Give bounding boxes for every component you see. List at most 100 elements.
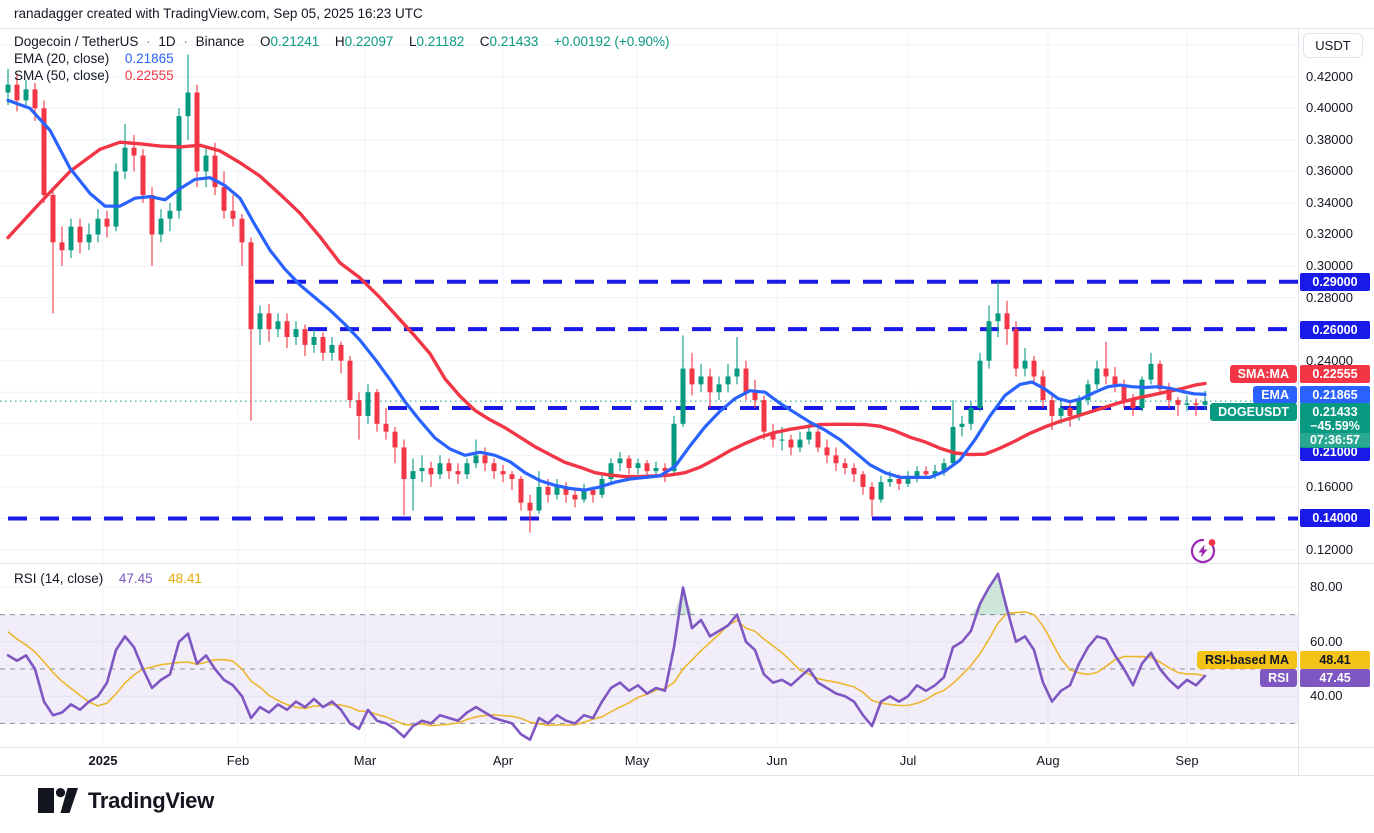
pane-divider[interactable] [0,563,1374,564]
symbol-legend[interactable]: Dogecoin / TetherUS · 1D · Binance O 0.21… [14,34,669,49]
candle-body [923,471,929,475]
sma-label[interactable]: SMA (50, close) [14,68,110,83]
ema-legend[interactable]: EMA (20, close) 0.21865 [14,51,174,66]
separator: · [146,34,151,49]
rsi-ma-name-tag: RSI-based MA [1196,651,1297,669]
candle-body [671,423,677,472]
price-tick-label: 0.38000 [1306,131,1353,147]
open-key: O [259,34,271,49]
candle-body [509,474,515,480]
candle-body [419,467,425,472]
low-key: L [408,34,417,49]
candle-body [104,218,110,227]
candle-body [653,467,659,472]
bar-countdown: 07:36:57 [1300,433,1370,447]
currency-button[interactable]: USDT [1303,33,1363,58]
candle-body [590,490,596,495]
candle-body [1067,408,1073,416]
price-tick-label: 0.28000 [1306,289,1353,305]
candle-body [185,92,191,117]
high-value: 0.22097 [344,34,394,49]
candle-body [545,486,551,495]
candle-body [410,471,416,480]
ema-name-tag: EMA [1253,386,1297,404]
candle-body [446,463,452,472]
candle-body [158,218,164,235]
candle-body [644,463,650,472]
price-tick-label: 0.36000 [1306,163,1353,179]
candle-body [266,313,272,330]
candle-body [365,392,371,416]
candle-body [968,408,974,424]
tradingview-logo-text: TradingView [88,788,214,813]
separator: · [183,34,188,49]
candle-body [788,439,794,448]
candle-body [743,368,749,393]
candle-body [527,502,533,511]
candle-body [437,463,443,475]
candle-body [536,486,542,511]
quick-action-lightning-icon[interactable] [1188,536,1218,566]
candle-body [320,337,326,353]
candle-body [68,226,74,251]
candle-body [59,242,65,251]
month-label: 2025 [88,753,118,768]
candle-body [392,431,398,448]
candle-body [176,116,182,211]
rsi-line[interactable] [6,572,1207,741]
candle-body [122,147,128,172]
candle-body [995,313,1001,322]
candle-body [284,321,290,338]
low-value: 0.21182 [416,34,465,49]
candle-body [86,234,92,243]
month-label: Jul [899,753,917,768]
candle-body [833,455,839,464]
candle-body [131,147,137,156]
candle-body [482,455,488,464]
level-price-tag: 0.26000 [1300,321,1370,339]
candle-body [203,155,209,172]
candle-body [248,242,254,330]
level-price-tag: 0.29000 [1300,273,1370,291]
candle-body [1202,401,1208,405]
candle-body [977,360,983,409]
candle-body [770,431,776,440]
price-tick-label: 0.40000 [1306,100,1353,116]
candle-body [1085,384,1091,401]
candle-body [212,155,218,188]
candle-body [635,463,641,468]
candle-body [914,471,920,480]
price-tick-label: 0.12000 [1306,542,1353,557]
candle-body [878,482,884,500]
candle-body [815,431,821,448]
candle-body [239,218,245,243]
close-value: 0.21433 [489,34,539,49]
ema-value-tag: 0.21865 [1300,386,1370,404]
interval-label[interactable]: 1D [158,34,176,49]
month-label: Mar [353,753,377,768]
candle-body [329,344,335,353]
candle-body [32,89,38,109]
candle-body [347,360,353,401]
rsi-legend[interactable]: RSI (14, close) 47.45 48.41 [14,571,202,586]
symbol-name-tag: DOGEUSDT [1210,403,1297,421]
candle-body [113,171,119,227]
ema-line[interactable] [6,98,1207,492]
ema-label[interactable]: EMA (20, close) [14,51,110,66]
candle-body [1193,403,1199,405]
candle-body [689,368,695,385]
candle-body [680,368,686,424]
exchange-label[interactable]: Binance [195,34,245,49]
rsi-label[interactable]: RSI (14, close) [14,571,104,586]
sma-legend[interactable]: SMA (50, close) 0.22555 [14,68,174,83]
sma-name-tag: SMA:MA [1229,365,1297,383]
candle-body [626,458,632,468]
candle-body [896,479,902,484]
symbol-title[interactable]: Dogecoin / TetherUS [14,34,139,49]
rsi-ma-line[interactable] [7,611,1206,727]
price-tick-label: 0.32000 [1306,226,1353,242]
tradingview-logo[interactable]: TradingView [38,788,214,814]
sma-line[interactable] [6,140,1207,479]
